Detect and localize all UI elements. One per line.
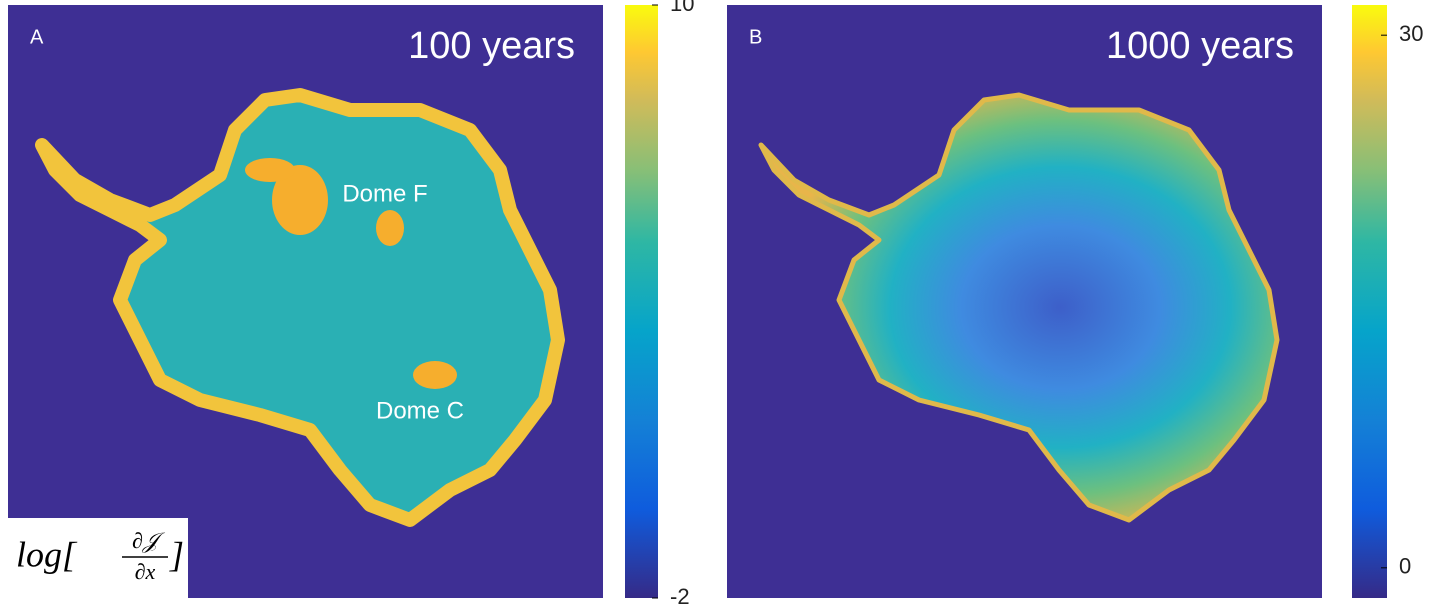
label-suffix: ] xyxy=(169,534,184,574)
panel-label: A xyxy=(30,26,44,48)
panel-title: 100 years xyxy=(408,25,575,67)
label-denominator: ∂x xyxy=(135,559,156,584)
annotation: Dome F xyxy=(342,180,427,207)
colorbar-tick-label: 10 xyxy=(670,0,694,16)
colorbar-tick-label: 0 xyxy=(1399,554,1411,579)
annotation: Dome C xyxy=(376,397,464,424)
colorbar-tick-label: 30 xyxy=(1399,21,1423,46)
colorbar-tick-label: -2 xyxy=(670,584,690,604)
label-prefix: log[ xyxy=(16,534,78,574)
high-regions xyxy=(245,158,457,389)
colorbar xyxy=(1352,5,1387,598)
panel-title: 1000 years xyxy=(1106,25,1294,67)
panel-label: B xyxy=(749,26,762,48)
colorbar xyxy=(625,5,658,598)
label-box xyxy=(8,518,188,598)
